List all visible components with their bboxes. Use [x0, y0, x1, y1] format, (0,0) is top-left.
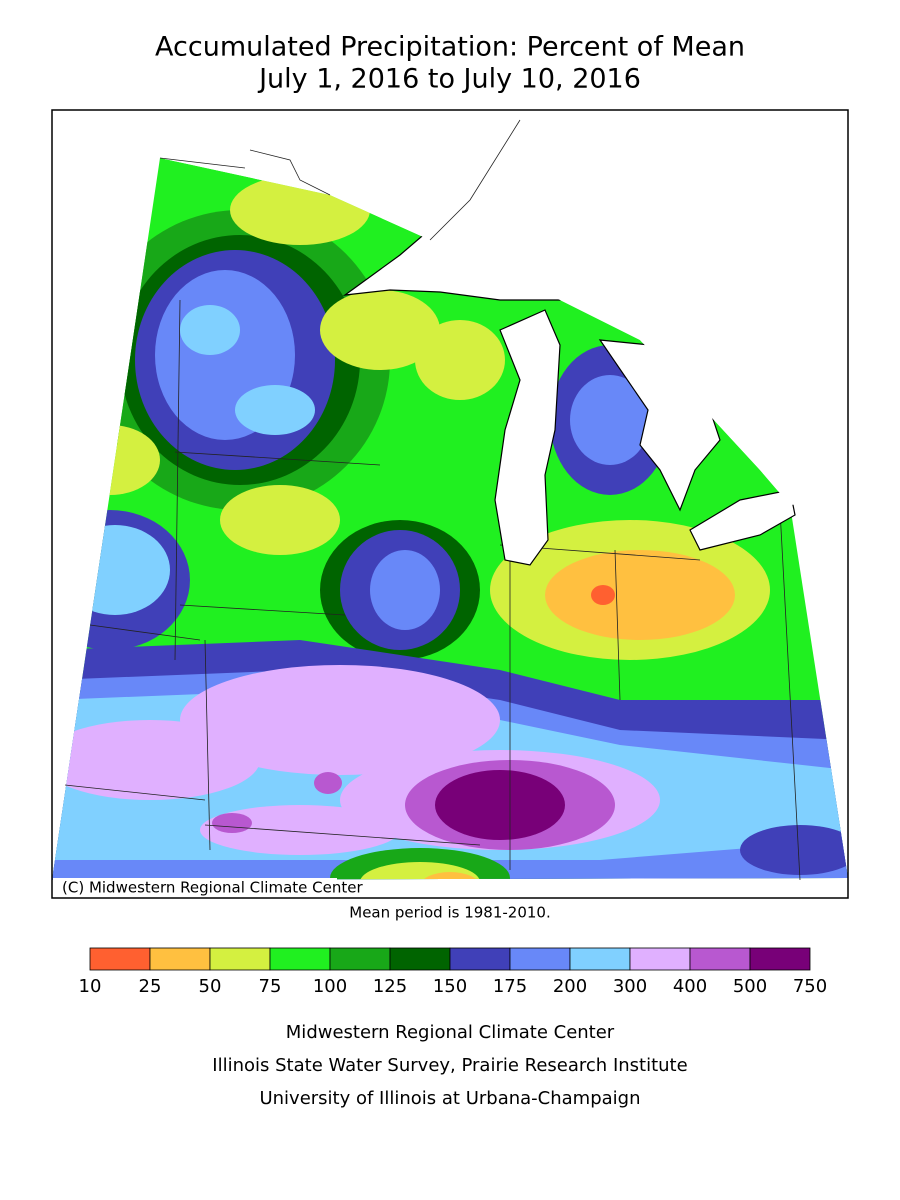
legend-swatch — [269, 947, 331, 971]
legend-swatch — [629, 947, 691, 971]
legend-swatch — [149, 947, 211, 971]
legend-label: 400 — [673, 976, 707, 997]
legend-label: 25 — [139, 976, 162, 997]
legend-label: 175 — [493, 976, 527, 997]
title-line: Accumulated Precipitation: Percent of Me… — [155, 32, 745, 63]
boundaries — [64, 299, 801, 881]
footer-line: University of Illinois at Urbana-Champai… — [259, 1088, 640, 1109]
great-lakes — [52, 110, 848, 566]
legend-swatch — [749, 947, 811, 971]
legend-label: 125 — [373, 976, 407, 997]
legend: 10 25 50 75 100 125 150 175 200 300 400 500 750 — [79, 947, 827, 997]
legend-label: 100 — [313, 976, 347, 997]
legend-swatch — [569, 947, 631, 971]
legend-swatch — [449, 947, 511, 971]
legend-swatch — [509, 947, 571, 971]
mean-period-note: Mean period is 1981-2010. — [349, 904, 550, 922]
title-line: July 1, 2016 to July 10, 2016 — [257, 64, 641, 95]
map-credit: (C) Midwestern Regional Climate Center — [62, 879, 363, 897]
legend-swatch — [89, 947, 151, 971]
legend-label: 300 — [613, 976, 647, 997]
legend-swatch — [329, 947, 391, 971]
legend-label: 500 — [733, 976, 767, 997]
legend-swatch — [389, 947, 451, 971]
footer-line: Midwestern Regional Climate Center — [286, 1022, 615, 1043]
legend-label: 750 — [793, 976, 827, 997]
legend-label: 75 — [259, 976, 282, 997]
footer-line: Illinois State Water Survey, Prairie Res… — [212, 1055, 687, 1076]
legend-swatch — [209, 947, 271, 971]
legend-label: 200 — [553, 976, 587, 997]
credit-box — [53, 878, 337, 897]
legend-swatch — [689, 947, 751, 971]
map-frame — [51, 109, 849, 899]
legend-label: 10 — [79, 976, 102, 997]
legend-label: 150 — [433, 976, 467, 997]
legend-label: 50 — [199, 976, 222, 997]
